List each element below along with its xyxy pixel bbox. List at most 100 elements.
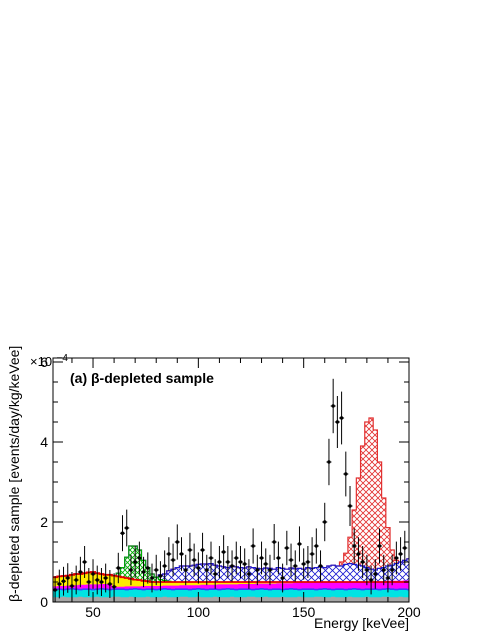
data-point: [111, 573, 117, 601]
data-point: [263, 548, 269, 580]
data-point: [284, 530, 290, 566]
plot-area: [53, 417, 409, 602]
data-point: [183, 554, 189, 586]
data-point: [355, 537, 361, 571]
data-point: [82, 546, 88, 578]
panel-label: (a) β-depleted sample: [70, 370, 214, 386]
data-point: [208, 541, 214, 575]
y-exponent-base: ×10: [30, 354, 52, 369]
data-point: [351, 528, 357, 564]
series-fill-gray: [53, 596, 409, 602]
data-point: [98, 568, 104, 596]
data-point: [53, 576, 58, 602]
data-point: [377, 528, 383, 564]
data-point: [301, 548, 307, 580]
data-point: [170, 543, 176, 577]
data-point: [368, 565, 374, 595]
data-point: [402, 530, 408, 566]
data-point: [288, 543, 294, 577]
data-point: [254, 554, 260, 586]
data-point: [330, 378, 336, 434]
y-axis-exponent: ×10 −4: [30, 353, 68, 370]
data-point: [166, 537, 172, 571]
data-point: [322, 502, 328, 542]
data-point: [141, 556, 147, 588]
data-point: [136, 541, 142, 575]
data-point: [124, 509, 130, 547]
data-point: [145, 552, 151, 584]
data-point: [398, 537, 404, 571]
data-point: [120, 515, 126, 552]
data-point: [229, 550, 235, 582]
x-tick-label: 200: [397, 604, 421, 620]
data-point: [318, 550, 324, 582]
data-point: [275, 541, 281, 575]
data-points-layer: [53, 378, 408, 602]
y-tick-label: 0: [40, 594, 48, 610]
series-outline-red: [53, 571, 409, 583]
data-point: [305, 546, 311, 578]
x-axis-label: Energy [keVee]: [314, 615, 409, 631]
data-point: [381, 554, 387, 586]
data-point: [259, 541, 265, 575]
data-point: [339, 391, 345, 445]
data-point: [195, 552, 201, 584]
data-point: [178, 537, 184, 571]
x-tick-label: 50: [85, 604, 101, 620]
data-point: [149, 563, 155, 593]
y-tick-label: 2: [40, 514, 48, 530]
data-point: [90, 559, 96, 589]
data-point: [200, 532, 206, 568]
data-point: [393, 541, 399, 575]
data-point: [347, 486, 353, 526]
data-point: [153, 554, 159, 586]
data-point: [313, 528, 319, 564]
data-point: [237, 546, 243, 578]
data-point: [69, 572, 75, 600]
data-point: [157, 561, 163, 591]
data-point: [128, 554, 134, 586]
y-axis-label: β-depleted sample [events/day/kg/keVee]: [6, 346, 22, 602]
data-point: [233, 541, 239, 575]
y-exponent-power: −4: [57, 353, 69, 364]
data-point: [360, 546, 366, 578]
data-point: [204, 554, 210, 586]
x-tick-label: 100: [187, 604, 211, 620]
data-point: [77, 556, 83, 588]
y-tick-label: 6: [40, 354, 48, 370]
data-point: [389, 554, 395, 586]
data-point: [65, 563, 71, 593]
data-point: [343, 451, 349, 497]
data-point: [86, 568, 92, 596]
data-point: [212, 559, 218, 589]
data-point: [107, 570, 113, 598]
data-point: [73, 565, 79, 595]
data-point: [385, 563, 391, 593]
data-point: [103, 563, 109, 593]
data-point: [61, 566, 67, 596]
series-band-peak: [53, 418, 409, 582]
data-point: [242, 548, 248, 580]
data-point: [372, 559, 378, 589]
plot-frame: [52, 357, 410, 603]
data-point: [225, 546, 231, 578]
y-tick-label: 4: [40, 434, 48, 450]
series-band-green: [53, 546, 409, 582]
x-tick-label: 150: [292, 604, 316, 620]
data-point: [364, 554, 370, 586]
data-point: [296, 526, 302, 562]
data-point: [246, 559, 252, 589]
data-point: [162, 550, 168, 582]
data-point: [221, 535, 227, 569]
data-point: [191, 543, 197, 577]
data-point: [132, 546, 138, 578]
data-point: [250, 528, 256, 564]
data-point: [174, 524, 180, 560]
data-point: [56, 569, 62, 599]
data-point: [271, 524, 277, 560]
data-point: [334, 396, 340, 448]
data-point: [187, 532, 193, 568]
axes: 50 100 150 200 0 2 4 6: [40, 354, 421, 620]
